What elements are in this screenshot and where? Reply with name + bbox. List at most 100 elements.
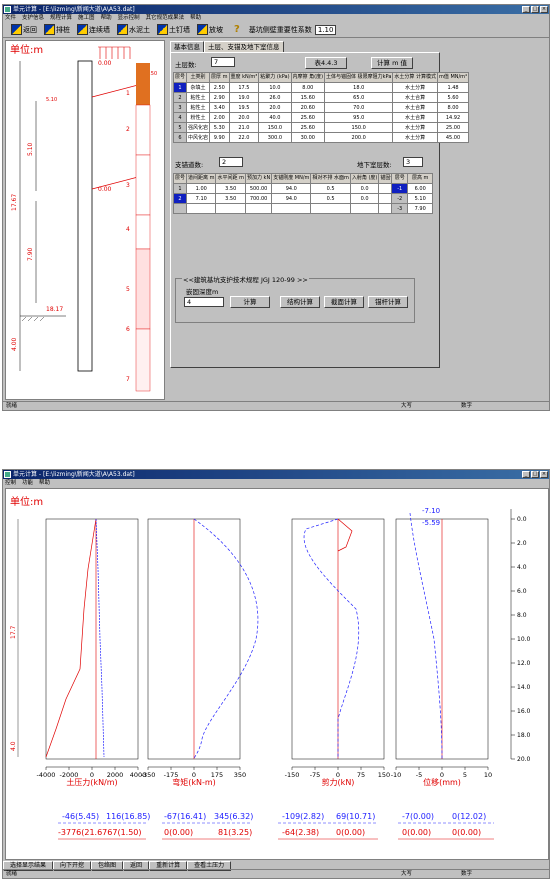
help-question-icon[interactable]: ? [234,24,240,35]
menu-help[interactable]: 帮助 [39,480,51,486]
menu-control[interactable]: 控制 [5,480,17,486]
back-button[interactable]: 返回 [9,24,39,35]
cell[interactable]: 500.00 [244,183,273,194]
cell[interactable]: 0.0 [349,193,380,204]
minimize-icon[interactable]: _ [522,6,530,13]
cell[interactable]: 粘性土 [186,102,211,113]
cell[interactable]: 8.00 [290,82,326,93]
cell[interactable]: 4 [172,112,188,123]
section-calc-button[interactable]: 截面计算 [324,296,364,308]
cell[interactable]: 水土分算 [392,122,438,133]
basement-table[interactable]: 层号 层高 m -1 6.00 -2 5.10 -3 7.90 [390,173,433,214]
envelope-button[interactable]: 包络图 [91,861,124,871]
embed-depth-input[interactable]: 4 [184,297,224,307]
cell[interactable]: 22.0 [228,132,260,143]
cell[interactable]: 3.50 [215,193,246,204]
cell[interactable]: 25.00 [436,122,470,133]
pile-row-button[interactable]: 排桩 [42,24,72,35]
diaphragm-wall-button[interactable]: 连续墙 [75,24,112,35]
table-row[interactable]: 4 粉性土 2.00 20.0 40.0 25.60 95.0 水土合算 14.92 [172,112,470,123]
cell[interactable]: 5.30 [209,122,230,133]
table-row[interactable] [172,203,423,214]
cell[interactable]: 30.00 [290,132,326,143]
cell[interactable]: 中风化岩 [186,132,211,143]
table-row[interactable]: 6 中风化岩 9.90 22.0 300.0 30.00 200.0 水土分算 45.00 [172,132,470,143]
cell[interactable]: 21.0 [228,122,260,133]
cell[interactable]: 3 [172,102,188,113]
cell[interactable]: 杂填土 [186,82,211,93]
cell[interactable]: 7.90 [407,203,433,214]
cell[interactable]: 7.10 [186,193,217,204]
cell[interactable]: 65.0 [324,92,394,103]
table-row[interactable]: -3 7.90 [390,203,433,214]
cell[interactable]: 0.5 [310,183,351,194]
cell[interactable]: -2 [390,193,409,204]
cell[interactable]: 700.00 [244,193,273,204]
cell[interactable]: 25.60 [290,122,326,133]
cell[interactable]: 95.0 [324,112,394,123]
menu-display[interactable]: 显示控制 [117,15,140,21]
menu-construction-drawing[interactable]: 施工图 [78,15,95,21]
calc-m-button[interactable]: 计算 m 值 [371,57,413,69]
cell[interactable]: 粘性土 [186,92,211,103]
cell[interactable]: 3.50 [215,183,246,194]
cell[interactable]: 1.48 [436,82,470,93]
cell[interactable]: 水土合算 [392,112,438,123]
cell[interactable]: 6 [172,132,188,143]
cell[interactable]: 0.0 [349,183,380,194]
recalculate-button[interactable]: 重新计算 [149,861,188,871]
cell[interactable]: 94.0 [271,193,312,204]
table-row[interactable]: 1 杂填土 2.50 17.5 10.0 8.00 18.0 水土分算 1.48 [172,82,470,93]
cell[interactable]: 17.5 [228,82,260,93]
soil-count-input[interactable]: 7 [211,57,235,67]
cell[interactable]: 94.0 [271,183,312,194]
cell[interactable]: 300.0 [258,132,292,143]
menu-spec-calc[interactable]: 规程计算 [50,15,73,21]
table-row[interactable]: -2 5.10 [390,193,433,204]
cell[interactable]: 70.0 [324,102,394,113]
soil-nail-button[interactable]: 土钉墙 [155,24,192,35]
cell[interactable]: 2.50 [209,82,230,93]
cell[interactable]: 5 [172,122,188,133]
calculate-button[interactable]: 计算 [230,296,270,308]
cell[interactable]: 水土分算 [392,132,438,143]
maximize-icon[interactable]: □ [531,471,539,478]
maximize-icon[interactable]: □ [531,6,539,13]
table-row[interactable]: -1 6.00 [390,183,433,194]
cell[interactable]: 19.0 [228,92,260,103]
cell[interactable]: 5.60 [436,92,470,103]
cell[interactable]: -1 [390,183,409,194]
menu-support-info[interactable]: 支护信息 [22,15,45,21]
cell[interactable]: 40.0 [258,112,292,123]
basement-count-input[interactable]: 3 [403,157,423,167]
cell[interactable]: 9.90 [209,132,230,143]
cell[interactable]: 20.0 [228,112,260,123]
cell[interactable]: 200.0 [324,132,394,143]
menu-help[interactable]: 帮助 [100,15,112,21]
cell[interactable]: 14.92 [436,112,470,123]
anchor-table[interactable]: 层号 道间距离 m 水平间距 m 预加力 kN 支锚刚度 MN/m 相对不排 水… [172,173,423,214]
cell[interactable]: 2 [172,193,188,204]
cell[interactable]: 水土合算 [392,102,438,113]
window-title-bar[interactable]: 单元计算 - [E:\lizming\新闻大道\A\A53.dat] _ □ × [3,5,549,14]
slope-button[interactable]: 放坡 [195,24,225,35]
tab-basic-info[interactable]: 基本信息 [170,41,204,52]
cell[interactable]: 20.0 [258,102,292,113]
cell[interactable]: 2.90 [209,92,230,103]
cell[interactable]: 1 [172,183,188,194]
close-icon[interactable]: × [540,6,548,13]
select-results-button[interactable]: 选择显示结果 [3,861,54,871]
menu-help-2[interactable]: 帮助 [190,15,202,21]
cell[interactable]: 3.40 [209,102,230,113]
table-443-button[interactable]: 表4.4.3 [305,57,347,69]
cement-soil-button[interactable]: 水泥土 [115,24,152,35]
cell[interactable]: -3 [390,203,409,214]
cell[interactable]: 19.5 [228,102,260,113]
cell[interactable]: 0.5 [310,193,351,204]
soil-table[interactable]: 层号 土类别 层厚 m 重度 kN/m³ 粘聚力 (kPa) 内摩擦 角(度) … [172,72,470,143]
back-button[interactable]: 返回 [123,861,150,871]
cell[interactable]: 1 [172,82,188,93]
cell[interactable]: 10.0 [258,82,292,93]
cell[interactable]: 8.00 [436,102,470,113]
